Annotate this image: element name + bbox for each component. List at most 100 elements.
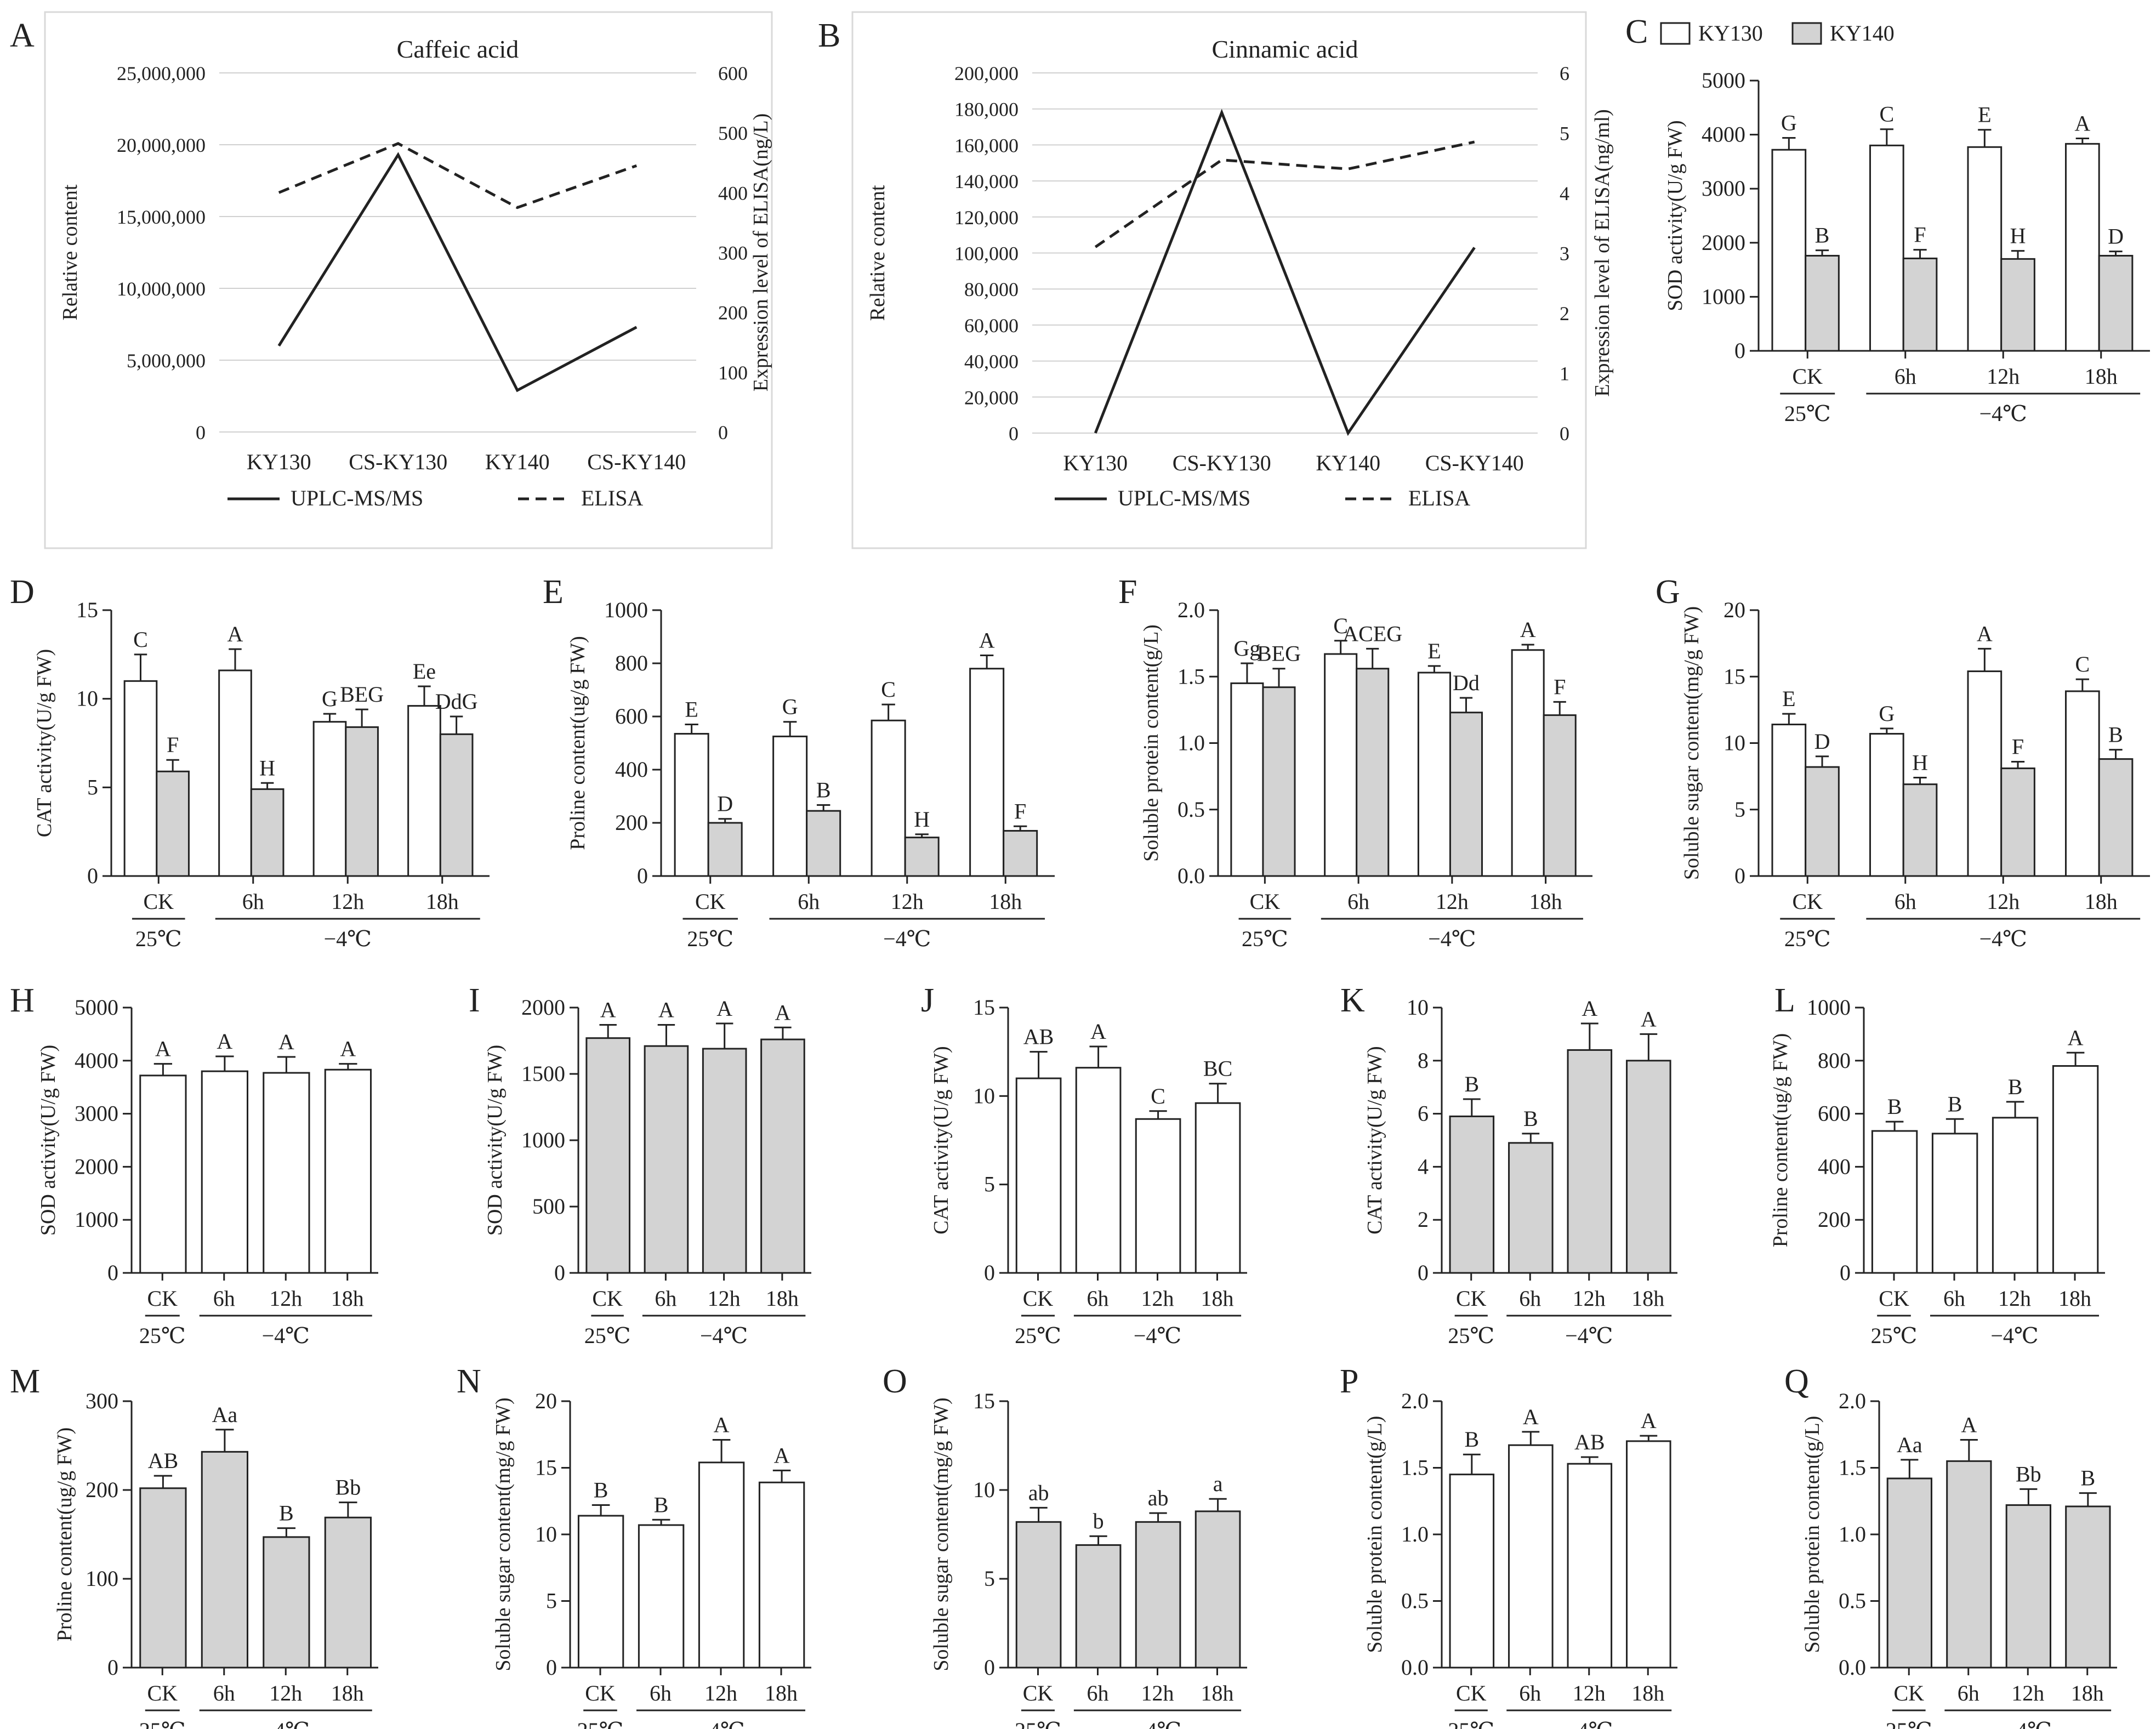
y-tick-label: 5000: [75, 995, 118, 1020]
significance-label: G: [1781, 111, 1797, 135]
y-tick-label: 2.0: [1401, 1389, 1429, 1413]
legend-label: UPLC-MS/MS: [291, 486, 423, 510]
cold-temp-label: −4℃: [262, 1718, 310, 1729]
significance-label: A: [1641, 1006, 1657, 1031]
y-tick-label: 15,000,000: [117, 206, 206, 228]
significance-label: B: [279, 1501, 294, 1526]
y-tick-label: 5: [87, 775, 98, 799]
significance-label: G: [782, 695, 798, 719]
panel-P: P 0.0 0.5 1.0 1.5 2.0 Soluble protein content(…: [1340, 1363, 1677, 1729]
bar: [1805, 254, 1840, 352]
y-tick-label: 600: [1818, 1101, 1851, 1126]
bar: [1015, 1077, 1062, 1274]
y2-tick-label: 600: [718, 62, 748, 84]
y-tick-label: 0.0: [1177, 863, 1205, 888]
x-tick-label: CK: [147, 1681, 178, 1705]
significance-label: B: [2080, 1466, 2095, 1491]
significance-label: C: [2075, 652, 2090, 676]
significance-label: F: [1014, 799, 1026, 823]
significance-label: a: [1213, 1471, 1223, 1496]
y-tick-label: 10: [973, 1477, 995, 1502]
bar: [1771, 149, 1807, 352]
x-tick-label: 6h: [1087, 1286, 1109, 1311]
control-temp-label: 25℃: [687, 926, 733, 951]
y-tick-label: 15: [535, 1455, 557, 1480]
y2-axis-label: Expression level of ELISA(ng/L): [749, 113, 772, 392]
bar: [644, 1045, 689, 1274]
x-tick-label: 18h: [2058, 1286, 2091, 1311]
y-tick-label: 4000: [1702, 122, 1745, 147]
y-tick-label: 20,000: [964, 386, 1019, 408]
y-axis-label: Proline content(ug/g FW): [566, 636, 589, 850]
y-tick-label: 0: [984, 1655, 995, 1680]
y-tick-label: 400: [1818, 1154, 1851, 1179]
y-axis-label: Proline content(ug/g FW): [53, 1427, 76, 1641]
significance-label: A: [1520, 617, 1536, 642]
significance-label: E: [1978, 103, 1991, 127]
legend-swatch-gray: [1791, 22, 1822, 45]
x-tick-label: KY130: [247, 450, 311, 474]
y-tick-label: 4000: [75, 1048, 118, 1073]
bar: [1194, 1102, 1241, 1274]
y-tick-label: 2.0: [1177, 598, 1205, 622]
control-temp-label: 25℃: [139, 1323, 186, 1348]
y-axis-label: SOD activity(U/g FW): [483, 1045, 507, 1236]
bar: [439, 733, 474, 877]
cold-temp-label: −4℃: [324, 926, 372, 951]
y2-tick-label: 6: [1560, 62, 1569, 84]
panel-letter: M: [10, 1363, 40, 1400]
bar: [1194, 1510, 1241, 1669]
bar: [250, 788, 285, 877]
y-tick-label: 10: [76, 686, 98, 711]
bar: [707, 822, 743, 877]
significance-label: C: [1879, 102, 1894, 127]
significance-label: B: [2108, 723, 2123, 747]
y-tick-label: 1.5: [1177, 664, 1205, 689]
y-tick-label: 1000: [1807, 995, 1851, 1020]
y-tick-label: 200: [86, 1477, 118, 1502]
x-tick-label: 6h: [1943, 1286, 1965, 1311]
significance-label: Aa: [1897, 1432, 1922, 1457]
significance-label: B: [1464, 1072, 1479, 1096]
panel-F: F 0.0 0.5 1.0 1.5 2.0 Soluble protein content(…: [1118, 573, 1592, 951]
y-tick-label: 140,000: [954, 170, 1019, 192]
bar: [1967, 670, 2003, 877]
x-tick-label: 12h: [1141, 1681, 1174, 1705]
y-tick-label: 500: [532, 1194, 565, 1219]
y-tick-label: 200: [1818, 1207, 1851, 1232]
significance-label: B: [1887, 1094, 1902, 1119]
significance-label: A: [979, 628, 995, 652]
y-tick-label: 10: [1723, 731, 1745, 755]
significance-label: B: [1523, 1106, 1538, 1131]
x-tick-label: CK: [1792, 889, 1823, 914]
panel-letter: B: [818, 17, 840, 54]
panel-letter: C: [1625, 13, 1648, 50]
control-temp-label: 25℃: [135, 926, 182, 951]
significance-label: A: [775, 1000, 790, 1025]
panel-E: E 0 200 400 600 800 1000 Proline content(ug/g F…: [543, 573, 1055, 951]
y2-tick-label: 5: [1560, 123, 1569, 145]
y-tick-label: 20,000,000: [117, 134, 206, 156]
cold-temp-label: −4℃: [1565, 1323, 1613, 1348]
y-tick-label: 60,000: [964, 315, 1019, 337]
y2-tick-label: 200: [718, 302, 748, 324]
significance-label: A: [227, 622, 243, 646]
chart-title: Caffeic acid: [397, 35, 519, 63]
bar: [1886, 1477, 1932, 1669]
significance-label: AB: [148, 1448, 179, 1473]
cold-temp-label: −4℃: [1990, 1323, 2038, 1348]
x-tick-label: 18h: [1201, 1681, 1234, 1705]
panel-letter: F: [1118, 573, 1137, 611]
legend-label: UPLC-MS/MS: [1118, 486, 1250, 510]
bar: [969, 668, 1005, 877]
y-tick-label: 80,000: [964, 278, 1019, 300]
x-tick-label: 18h: [766, 1286, 799, 1311]
significance-label: A: [716, 996, 732, 1021]
x-tick-label: 18h: [2085, 364, 2118, 389]
cold-temp-label: −4℃: [1979, 401, 2027, 426]
bar: [1543, 714, 1577, 877]
x-tick-label: 6h: [242, 889, 264, 914]
bar: [806, 810, 841, 877]
x-tick-label: CK: [1792, 364, 1823, 389]
